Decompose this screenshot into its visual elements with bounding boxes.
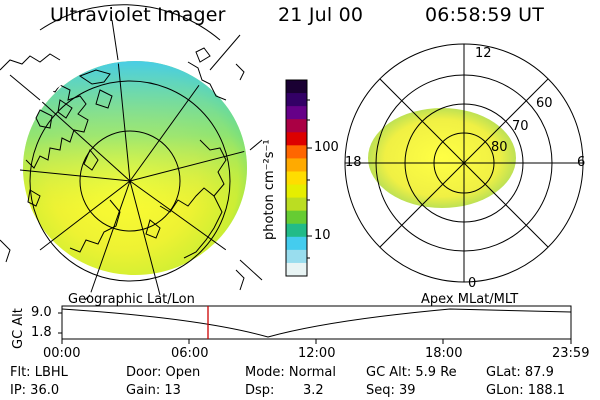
coastline (0, 239, 11, 263)
seq-info: Seq: 39 (366, 383, 416, 398)
coastline (35, 109, 53, 129)
colorbar-band (286, 262, 307, 277)
mlt-label-6: 6 (577, 155, 586, 170)
coastline (83, 149, 99, 171)
timeline-tick-0000: 00:00 (43, 346, 81, 361)
colorbar-band (286, 223, 307, 238)
timeline-ymin: 1.8 (31, 325, 52, 340)
lat-label-70: 70 (512, 119, 529, 134)
gc-alt-info: GC Alt: 5.9 Re (366, 365, 457, 380)
timeline-plot (58, 305, 572, 344)
door-info: Door: Open (126, 365, 201, 380)
coastline (0, 53, 61, 71)
colorbar-band (286, 171, 307, 186)
timeline-tick-2359: 23:59 (552, 346, 590, 361)
colorbar-tick-100: 100 (314, 140, 339, 155)
coastline (235, 63, 245, 81)
coastline (78, 69, 111, 85)
colorbar-band (286, 184, 307, 199)
coastline (57, 99, 73, 119)
colorbar-band (286, 210, 307, 225)
geographic-image (0, 4, 263, 301)
colorbar-band (286, 106, 307, 120)
timeline-ymax: 9.0 (31, 305, 52, 320)
coastline (69, 199, 121, 253)
glat-info: GLat: 87.9 (486, 365, 554, 380)
mlt-label-18: 18 (345, 155, 362, 170)
coastline (183, 195, 223, 259)
coastline (95, 89, 113, 109)
filter-info: Flt: LBHL (10, 365, 68, 380)
dsp-label: Dsp: (245, 383, 275, 398)
colorbar-band (286, 197, 307, 212)
colorbar-band (286, 158, 307, 172)
colorbar-band (286, 80, 307, 94)
timeline-tick-1800: 18:00 (425, 346, 463, 361)
geo-grid (19, 63, 248, 296)
altitude-curve (61, 308, 572, 338)
gain-info: Gain: 13 (126, 383, 181, 398)
colorbar-band (286, 132, 307, 146)
glon-info: GLon: 188.1 (486, 383, 566, 398)
coastline (195, 47, 211, 63)
colorbar-band (286, 119, 307, 133)
mlt-label-0: 0 (468, 276, 477, 291)
geographic-coords-label: Geographic Lat/Lon (68, 292, 195, 307)
timeline-tick-0600: 06:00 (171, 346, 209, 361)
date-label: 21 Jul 00 (278, 4, 364, 26)
colorbar-band (286, 93, 307, 107)
color-bar (285, 79, 312, 277)
lat-label-60: 60 (536, 96, 553, 111)
mlt-label-12: 12 (475, 46, 492, 61)
coastline (235, 269, 245, 291)
mode-info: Mode: Normal (245, 365, 336, 380)
dsp-value: 3.2 (303, 383, 324, 398)
colorbar-band (286, 249, 307, 264)
app-title: Ultraviolet Imager (50, 4, 226, 26)
coastline (27, 189, 41, 207)
ip-info: IP: 36.0 (10, 383, 60, 398)
colorbar-band (286, 236, 307, 251)
coastline (145, 219, 161, 239)
apex-coords-label: Apex MLat/MLT (421, 292, 519, 307)
colorbar-unit-label: photon cm⁻²s⁻¹ (262, 139, 277, 240)
time-label: 06:58:59 UT (425, 4, 545, 26)
lat-label-80: 80 (491, 140, 508, 155)
timeline-tick-1200: 12:00 (298, 346, 336, 361)
polar-plot (344, 43, 584, 283)
colorbar-tick-10: 10 (314, 228, 331, 243)
coastline (187, 61, 227, 101)
timeline-axis-title: GC Alt (11, 308, 26, 349)
colorbar-band (286, 145, 307, 159)
